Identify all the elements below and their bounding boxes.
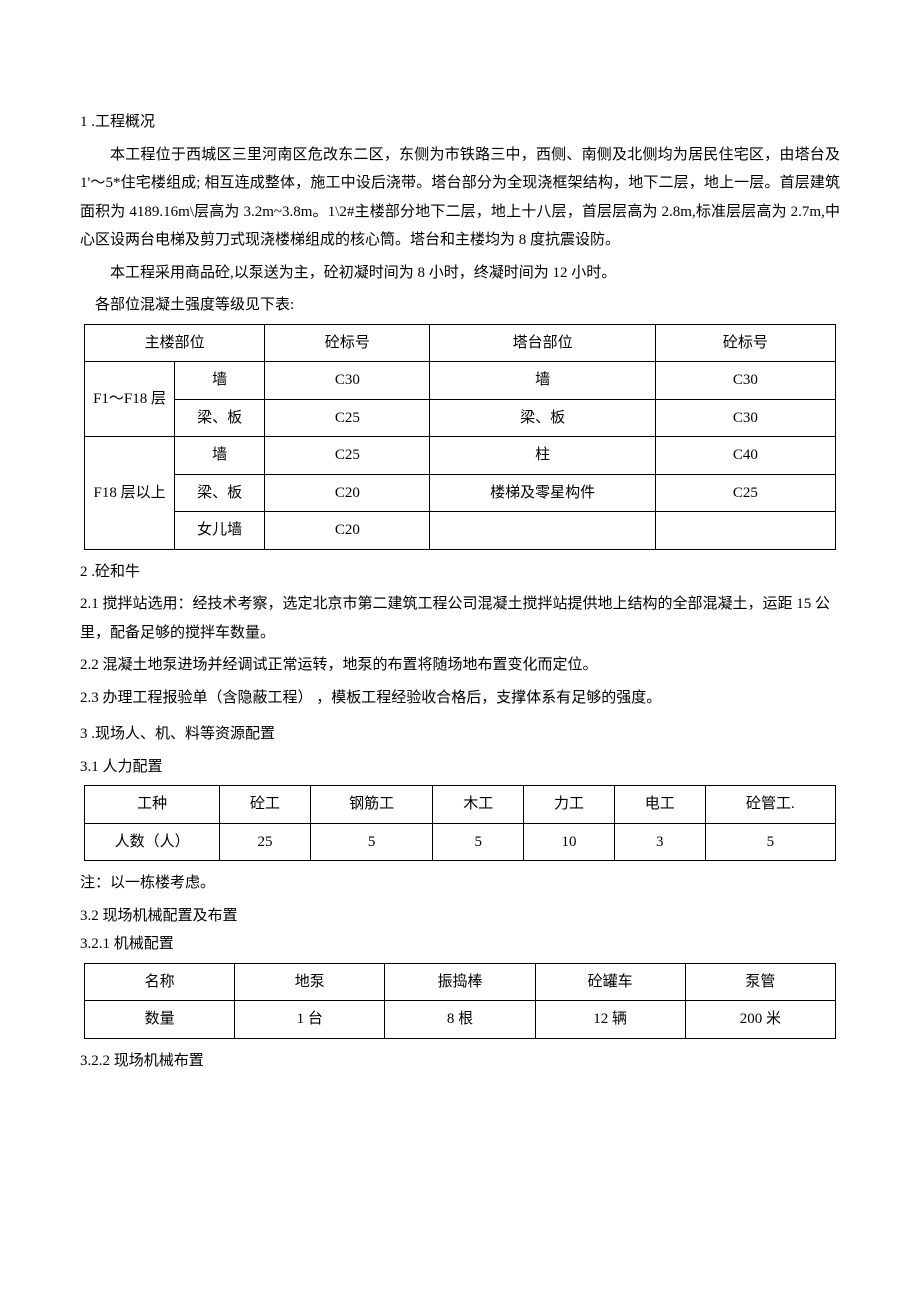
table-cell: C30 [655,399,835,437]
table-header-cell: 砼标号 [265,324,430,362]
table-header-cell: 砼标号 [655,324,835,362]
section-1-para-3: 各部位混凝土强度等级见下表: [95,291,840,320]
table-cell: C20 [265,512,430,550]
concrete-grade-table: 主楼部位 砼标号 塔台部位 砼标号 F1～F18 层 墙 C30 墙 C30 梁… [84,324,836,550]
section-3-2-2-heading: 3.2.2 现场机械布置 [80,1047,840,1076]
table-cell: 5 [705,823,835,861]
section-3-2-heading: 3.2 现场机械配置及布置 [80,902,840,931]
table-header-cell: 砼管工. [705,786,835,824]
section-1-para-1: 本工程位于西城区三里河南区危改东二区，东侧为市铁路三中，西侧、南侧及北侧均为居民… [80,141,840,255]
section-3-heading: 3 .现场人、机、料等资源配置 [80,720,840,749]
table-header-cell: 地泵 [235,963,385,1001]
table-cell: 梁、板 [175,399,265,437]
table-row: 工种 砼工 钢筋工 木工 力工 电工 砼管工. [85,786,836,824]
table-header-cell: 塔台部位 [430,324,655,362]
table-row: 主楼部位 砼标号 塔台部位 砼标号 [85,324,836,362]
section-2-heading: 2 .砼和牛 [80,558,840,587]
table-cell: C25 [265,399,430,437]
table-cell: 人数（人） [85,823,220,861]
table-cell: 墙 [175,437,265,475]
table-header-cell: 砼工 [220,786,311,824]
table-header-cell: 振捣棒 [385,963,535,1001]
table-cell: C40 [655,437,835,475]
table-cell: 梁、板 [175,474,265,512]
table-cell: 25 [220,823,311,861]
table-cell: 8 根 [385,1001,535,1039]
section-3-2-1-heading: 3.2.1 机械配置 [80,930,840,959]
section-2-2: 2.2 混凝土地泵进场并经调试正常运转，地泵的布置将随场地布置变化而定位。 [80,651,840,680]
table-row: 梁、板 C25 梁、板 C30 [85,399,836,437]
table-cell: C30 [655,362,835,400]
table-cell: 1 台 [235,1001,385,1039]
section-2-3: 2.3 办理工程报验单（含隐蔽工程） ，模板工程经验收合格后，支撑体系有足够的强… [80,684,840,713]
table-cell: 梁、板 [430,399,655,437]
table-cell: 柱 [430,437,655,475]
table-2-note: 注：以一栋楼考虑。 [80,869,840,898]
table-cell: 女儿墙 [175,512,265,550]
table-cell: 10 [524,823,615,861]
section-3-1-heading: 3.1 人力配置 [80,753,840,782]
table-header-cell: 砼罐车 [535,963,685,1001]
table-row: 名称 地泵 振捣棒 砼罐车 泵管 [85,963,836,1001]
table-cell: 墙 [175,362,265,400]
manpower-table: 工种 砼工 钢筋工 木工 力工 电工 砼管工. 人数（人） 25 5 5 10 … [84,785,836,861]
table-cell: C20 [265,474,430,512]
table-cell [655,512,835,550]
table-cell: 楼梯及零星构件 [430,474,655,512]
table-row: 女儿墙 C20 [85,512,836,550]
table-cell: C30 [265,362,430,400]
machinery-table: 名称 地泵 振捣棒 砼罐车 泵管 数量 1 台 8 根 12 辆 200 米 [84,963,836,1039]
section-2-1: 2.1 搅拌站选用：经技术考察，选定北京市第二建筑工程公司混凝土搅拌站提供地上结… [80,590,840,647]
table-cell [430,512,655,550]
section-1-heading: 1 .工程概况 [80,108,840,137]
table-header-cell: 工种 [85,786,220,824]
table-header-cell: 名称 [85,963,235,1001]
table-row: F18 层以上 墙 C25 柱 C40 [85,437,836,475]
table-cell: F18 层以上 [85,437,175,550]
table-header-cell: 主楼部位 [85,324,265,362]
section-1-para-2: 本工程采用商品砼,以泵送为主，砼初凝时间为 8 小时，终凝时间为 12 小时。 [80,259,840,288]
table-cell: 12 辆 [535,1001,685,1039]
table-header-cell: 钢筋工 [310,786,432,824]
table-cell: 墙 [430,362,655,400]
table-header-cell: 泵管 [685,963,835,1001]
table-header-cell: 力工 [524,786,615,824]
table-cell: 3 [614,823,705,861]
table-row: 人数（人） 25 5 5 10 3 5 [85,823,836,861]
table-row: 数量 1 台 8 根 12 辆 200 米 [85,1001,836,1039]
table-row: 梁、板 C20 楼梯及零星构件 C25 [85,474,836,512]
table-cell: 200 米 [685,1001,835,1039]
table-cell: F1～F18 层 [85,362,175,437]
table-cell: C25 [655,474,835,512]
table-cell: 5 [433,823,524,861]
table-cell: C25 [265,437,430,475]
table-row: F1～F18 层 墙 C30 墙 C30 [85,362,836,400]
table-cell: 数量 [85,1001,235,1039]
table-header-cell: 电工 [614,786,705,824]
table-header-cell: 木工 [433,786,524,824]
table-cell: 5 [310,823,432,861]
